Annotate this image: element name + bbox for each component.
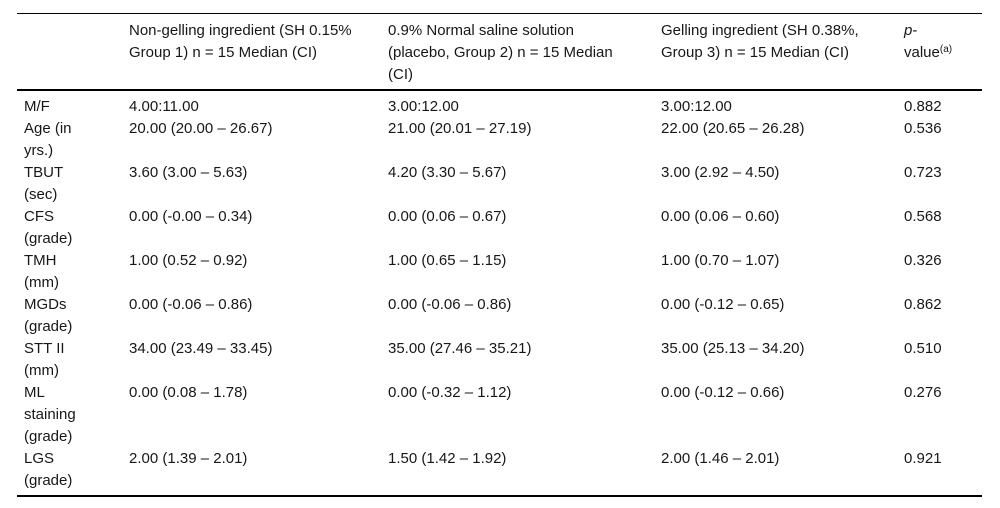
table-row-tbut: TBUT (sec) 3.60 (3.00 – 5.63) 4.20 (3.30… xyxy=(17,162,982,206)
pvalue-hyphen: - xyxy=(912,22,918,39)
table-row-age: Age (in yrs.) 20.00 (20.00 – 26.67) 21.0… xyxy=(17,118,982,162)
cell-group3: 3.00:12.00 xyxy=(661,98,732,115)
cell-group2: 21.00 (20.01 – 27.19) xyxy=(388,120,532,137)
cell-group3: 22.00 (20.65 – 26.28) xyxy=(661,120,805,137)
table-row-cfs: CFS (grade) 0.00 (-0.00 – 0.34) 0.00 (0.… xyxy=(17,206,982,250)
column-header-group2: 0.9% Normal saline solution (placebo, Gr… xyxy=(388,13,661,91)
cell-group3: 35.00 (25.13 – 34.20) xyxy=(661,340,805,357)
cell-pvalue: 0.536 xyxy=(904,120,942,137)
cell-group1: 0.00 (0.08 – 1.78) xyxy=(129,384,248,401)
table-row-lgs: LGS (grade) 2.00 (1.39 – 2.01) 1.50 (1.4… xyxy=(17,448,982,496)
pvalue-p-italic: p xyxy=(904,22,913,39)
table-row-mgds: MGDs (grade) 0.00 (-0.06 – 0.86) 0.00 (-… xyxy=(17,294,982,338)
cell-group1: 1.00 (0.52 – 0.92) xyxy=(129,252,248,269)
cell-group1: 3.60 (3.00 – 5.63) xyxy=(129,164,248,181)
cell-group2: 3.00:12.00 xyxy=(388,98,459,115)
cell-pvalue: 0.882 xyxy=(904,98,942,115)
row-label: MGDs (grade) xyxy=(24,296,73,335)
cell-pvalue: 0.862 xyxy=(904,296,942,313)
cell-pvalue: 0.568 xyxy=(904,208,942,225)
cell-group1: 0.00 (-0.06 – 0.86) xyxy=(129,296,253,313)
cell-pvalue: 0.326 xyxy=(904,252,942,269)
row-label: TBUT (sec) xyxy=(24,164,64,203)
row-label: M/F xyxy=(24,98,50,115)
cell-group1: 20.00 (20.00 – 26.67) xyxy=(129,120,273,137)
cell-pvalue: 0.276 xyxy=(904,384,942,401)
cell-group3: 2.00 (1.46 – 2.01) xyxy=(661,450,780,467)
cell-group3: 1.00 (0.70 – 1.07) xyxy=(661,252,780,269)
column-header-group3: Gelling ingredient (SH 0.38%, Group 3) n… xyxy=(661,13,904,91)
row-label: LGS (grade) xyxy=(24,450,73,489)
row-label: Age (in yrs.) xyxy=(24,120,72,159)
cell-group2: 0.00 (-0.32 – 1.12) xyxy=(388,384,512,401)
cell-group3: 0.00 (0.06 – 0.60) xyxy=(661,208,780,225)
column-header-pvalue: p- value(a) xyxy=(904,13,982,91)
column-header-group1: Non-gelling ingredient (SH 0.15% Group 1… xyxy=(129,13,388,91)
table-row-mf: M/F 4.00:11.00 3.00:12.00 3.00:12.00 0.8… xyxy=(17,90,982,118)
cell-group2: 0.00 (-0.06 – 0.86) xyxy=(388,296,512,313)
cell-group2: 0.00 (0.06 – 0.67) xyxy=(388,208,507,225)
stub-header xyxy=(17,13,129,91)
row-label: CFS (grade) xyxy=(24,208,73,247)
table-row-tmh: TMH (mm) 1.00 (0.52 – 0.92) 1.00 (0.65 –… xyxy=(17,250,982,294)
cell-group1: 4.00:11.00 xyxy=(129,98,199,115)
row-label: ML staining (grade) xyxy=(24,384,76,445)
cell-group2: 1.00 (0.65 – 1.15) xyxy=(388,252,507,269)
table-row-ml-staining: ML staining (grade) 0.00 (0.08 – 1.78) 0… xyxy=(17,382,982,448)
cell-pvalue: 0.921 xyxy=(904,450,942,467)
cell-group2: 35.00 (27.46 – 35.21) xyxy=(388,340,532,357)
cell-pvalue: 0.510 xyxy=(904,340,942,357)
cell-group1: 34.00 (23.49 – 33.45) xyxy=(129,340,273,357)
cell-pvalue: 0.723 xyxy=(904,164,942,181)
cell-group2: 1.50 (1.42 – 1.92) xyxy=(388,450,507,467)
header-row: Non-gelling ingredient (SH 0.15% Group 1… xyxy=(17,13,982,91)
cell-group2: 4.20 (3.30 – 5.67) xyxy=(388,164,507,181)
cell-group3: 0.00 (-0.12 – 0.65) xyxy=(661,296,785,313)
pvalue-word: value xyxy=(904,44,940,61)
cell-group1: 2.00 (1.39 – 2.01) xyxy=(129,450,248,467)
outcomes-table: Non-gelling ingredient (SH 0.15% Group 1… xyxy=(17,13,982,497)
cell-group1: 0.00 (-0.00 – 0.34) xyxy=(129,208,253,225)
table-row-stt: STT II (mm) 34.00 (23.49 – 33.45) 35.00 … xyxy=(17,338,982,382)
cell-group3: 3.00 (2.92 – 4.50) xyxy=(661,164,780,181)
pvalue-footnote-marker: (a) xyxy=(939,44,953,55)
cell-group3: 0.00 (-0.12 – 0.66) xyxy=(661,384,785,401)
row-label: STT II (mm) xyxy=(24,340,65,379)
row-label: TMH (mm) xyxy=(24,252,59,291)
